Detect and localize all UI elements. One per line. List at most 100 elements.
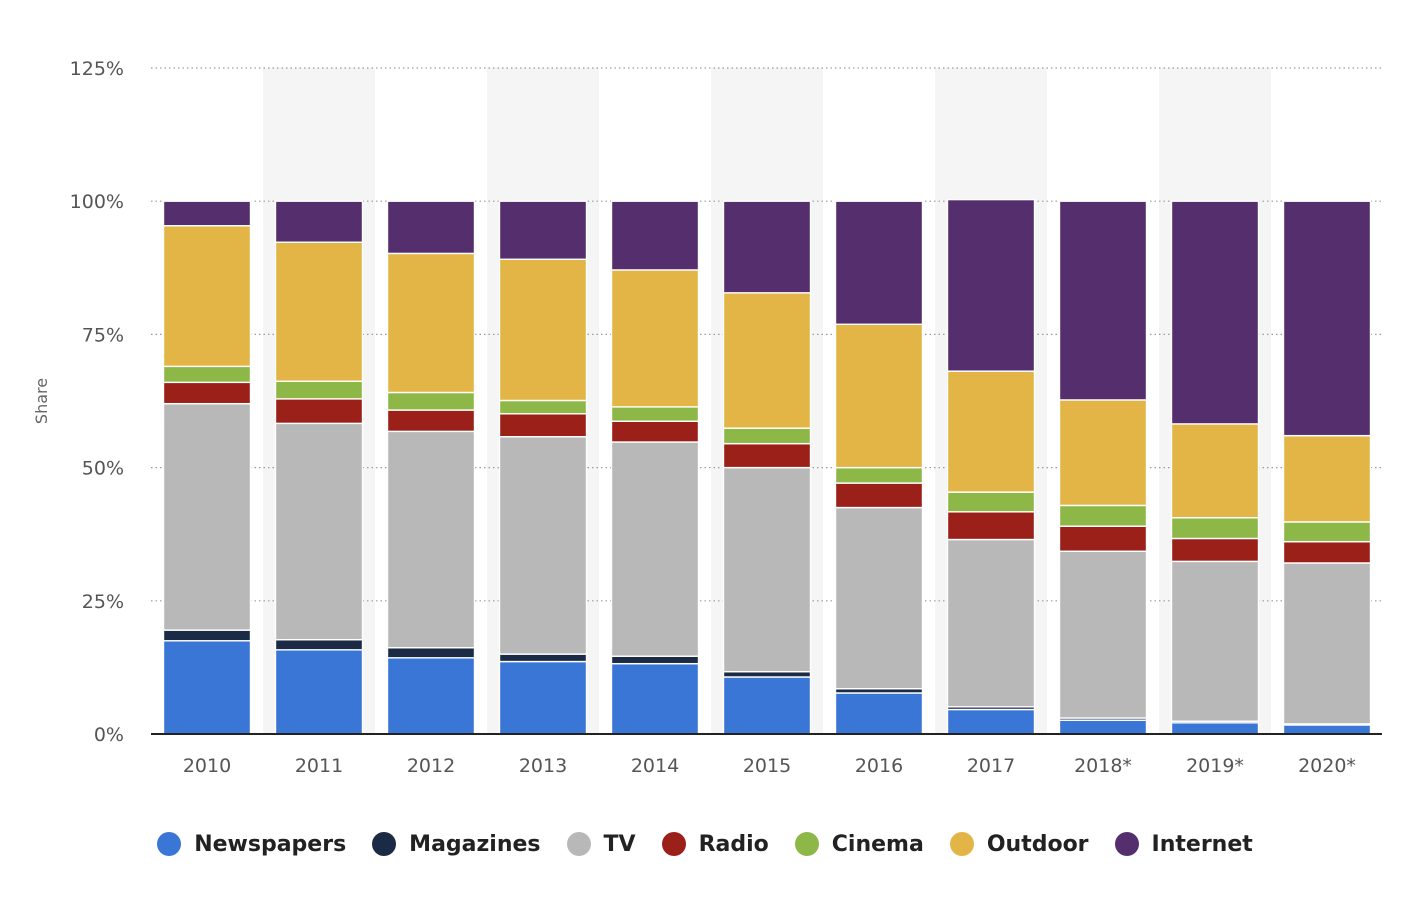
bar-segment-cinema bbox=[946, 491, 1036, 513]
x-tick-label: 2020* bbox=[1298, 755, 1356, 777]
y-tick-label: 50% bbox=[82, 458, 124, 480]
bar-segment-internet bbox=[610, 200, 700, 271]
bar-segment-newspapers bbox=[1282, 724, 1372, 735]
bar-segment-cinema bbox=[386, 391, 476, 411]
bar-segment-radio bbox=[946, 511, 1036, 541]
x-tick-label: 2017 bbox=[967, 755, 1015, 777]
bar-segment-internet bbox=[386, 200, 476, 255]
bar-segment-radio bbox=[274, 398, 364, 425]
legend-item-newspapers[interactable]: Newspapers bbox=[157, 832, 346, 857]
legend-label: Cinema bbox=[831, 831, 924, 857]
x-tick-label: 2011 bbox=[295, 755, 343, 777]
x-tick-label: 2010 bbox=[183, 755, 231, 777]
legend-item-magazines[interactable]: Magazines bbox=[372, 831, 541, 857]
bar-segment-cinema bbox=[274, 380, 364, 400]
legend-swatch-icon bbox=[566, 832, 591, 856]
bar-segment-magazines bbox=[498, 653, 588, 663]
legend-swatch-icon bbox=[1114, 832, 1139, 856]
legend-label: Magazines bbox=[409, 831, 541, 857]
bar-segment-outdoor bbox=[274, 241, 364, 382]
legend-item-radio[interactable]: Radio bbox=[661, 831, 769, 857]
bar-segment-tv bbox=[1282, 562, 1372, 725]
x-axis: 2010 2011 2012 2013 2014 2015 2016 2017 2018* 201… bbox=[151, 733, 1382, 777]
bar-segment-internet bbox=[274, 200, 364, 243]
bar-segment-cinema bbox=[162, 365, 252, 384]
bar-segment-tv bbox=[162, 402, 252, 631]
bar-segment-radio bbox=[498, 413, 588, 438]
bar-segment-tv bbox=[946, 538, 1036, 708]
legend-item-tv[interactable]: TV bbox=[566, 831, 636, 857]
bar-segment-newspapers bbox=[498, 660, 588, 735]
bar-segment-tv bbox=[386, 430, 476, 649]
legend-label: Radio bbox=[698, 831, 769, 857]
legend-label: TV bbox=[603, 831, 636, 857]
bar-segment-cinema bbox=[1058, 504, 1148, 527]
bar-segment-internet bbox=[834, 200, 924, 325]
bar-segment-newspapers bbox=[274, 649, 364, 735]
legend: Newspapers Magazines TV Radio Cinema Outdoor I… bbox=[0, 822, 1410, 866]
x-tick-label: 2018* bbox=[1074, 755, 1132, 777]
bar-segment-internet bbox=[498, 200, 588, 260]
bar-segment-internet bbox=[946, 198, 1036, 372]
y-tick-label: 25% bbox=[82, 591, 124, 613]
legend-label: Outdoor bbox=[986, 831, 1089, 857]
legend-item-internet[interactable]: Internet bbox=[1114, 831, 1253, 857]
bar-segment-cinema bbox=[498, 399, 588, 415]
bar-segment-radio bbox=[1282, 540, 1372, 564]
bar-segment-tv bbox=[1058, 550, 1148, 719]
bar-segment-outdoor bbox=[946, 370, 1036, 493]
bar-segment-magazines bbox=[610, 655, 700, 665]
x-tick-label: 2015 bbox=[743, 755, 791, 777]
bar-segment-tv bbox=[498, 435, 588, 655]
bar-segment-radio bbox=[610, 420, 700, 443]
bar-segment-radio bbox=[1170, 537, 1260, 563]
x-tick-label: 2016 bbox=[855, 755, 903, 777]
legend-item-cinema[interactable]: Cinema bbox=[794, 831, 924, 857]
bar-segment-tv bbox=[722, 466, 812, 673]
y-axis: 0% 25% 50% 75% 100% 125% bbox=[70, 58, 124, 746]
bar-segment-magazines bbox=[722, 670, 812, 678]
bar-segment-cinema bbox=[834, 466, 924, 484]
x-tick-label: 2014 bbox=[631, 755, 679, 777]
bar-segment-tv bbox=[1170, 560, 1260, 722]
bar-segment-radio bbox=[722, 442, 812, 469]
bar-segment-outdoor bbox=[1282, 434, 1372, 523]
bar-segment-outdoor bbox=[498, 258, 588, 402]
bar-segment-outdoor bbox=[610, 269, 700, 408]
bar-segment-newspapers bbox=[1058, 719, 1148, 735]
bar-segment-outdoor bbox=[834, 323, 924, 469]
x-tick-label: 2013 bbox=[519, 755, 567, 777]
x-tick-label: 2012 bbox=[407, 755, 455, 777]
bar-segment-outdoor bbox=[722, 292, 812, 429]
bar-segment-newspapers bbox=[162, 640, 252, 735]
bar-segment-newspapers bbox=[946, 708, 1036, 735]
bar-segment-cinema bbox=[1170, 516, 1260, 540]
y-tick-label: 100% bbox=[70, 191, 124, 213]
bar-segment-outdoor bbox=[1058, 399, 1148, 507]
legend-swatch-icon bbox=[661, 832, 686, 856]
bar-segment-internet bbox=[722, 200, 812, 294]
y-tick-label: 0% bbox=[94, 724, 124, 746]
legend-item-outdoor[interactable]: Outdoor bbox=[949, 831, 1089, 857]
y-axis-title: Share bbox=[32, 378, 51, 424]
bar-segment-internet bbox=[1282, 200, 1372, 437]
bar-segment-internet bbox=[162, 200, 252, 227]
legend-swatch-icon bbox=[157, 832, 182, 856]
legend-swatch-icon bbox=[372, 832, 397, 856]
legend-label: Internet bbox=[1151, 831, 1253, 857]
legend-swatch-icon bbox=[794, 832, 819, 856]
bar-segment-newspapers bbox=[834, 692, 924, 735]
bar-segment-newspapers bbox=[610, 662, 700, 735]
bars bbox=[162, 198, 1372, 735]
y-tick-label: 75% bbox=[82, 324, 124, 346]
bar-segment-cinema bbox=[1282, 521, 1372, 543]
bar-segment-outdoor bbox=[386, 252, 476, 394]
bar-segment-internet bbox=[1058, 200, 1148, 401]
bar-segment-magazines bbox=[162, 629, 252, 642]
bar-segment-internet bbox=[1170, 200, 1260, 425]
bar-segment-radio bbox=[162, 381, 252, 405]
bar-segment-newspapers bbox=[386, 657, 476, 735]
legend-swatch-icon bbox=[949, 832, 974, 856]
bar-segment-tv bbox=[610, 441, 700, 657]
